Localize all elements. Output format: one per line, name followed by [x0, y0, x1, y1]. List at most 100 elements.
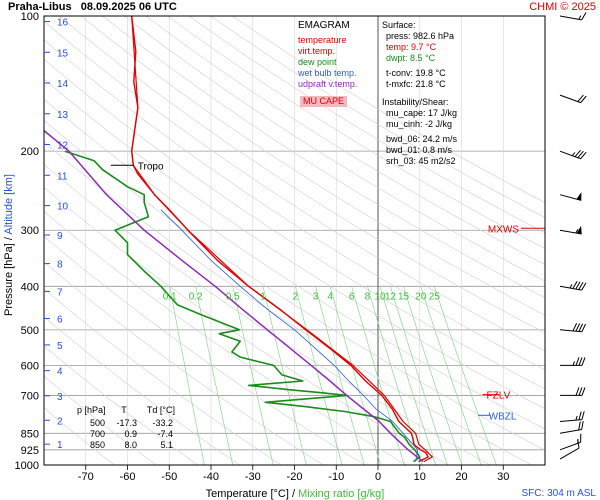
dry-adiabat [44, 345, 198, 465]
wind-barb-full [581, 387, 586, 396]
surface-dwpt: dwpt: 8.5 °C [386, 53, 436, 63]
surface-tconv: t-conv: 19.8 °C [386, 68, 446, 78]
altitude-tick-label: 2 [57, 416, 63, 427]
bwd01-value: bwd_01: 0.8 m/s [386, 145, 453, 155]
mixing-ratio-label: 12 [385, 291, 397, 302]
mixing-ratio-label: 8 [365, 291, 371, 302]
altitude-tick-label: 15 [57, 48, 69, 59]
bwd06-value: bwd_06: 24.2 m/s [386, 134, 458, 144]
wind-barb-staff [559, 150, 581, 160]
temperature-tick-label: -40 [203, 471, 219, 483]
wind-barb-full [575, 323, 581, 332]
dry-adiabat [44, 58, 545, 390]
mixing-ratio-line [367, 286, 423, 465]
altitude-tick-label: 14 [57, 79, 69, 90]
profile-series [44, 16, 433, 463]
temperature-tick-label: 10 [414, 471, 426, 483]
pressure-tick-label: 300 [21, 225, 39, 237]
wind-barb-full [572, 280, 578, 289]
legend-item-dew-point: dew point [298, 57, 337, 67]
altitude-tick-label: 3 [57, 392, 63, 403]
wind-barb-full [578, 281, 584, 290]
dry-adiabat [44, 78, 545, 410]
wind-barb-full [580, 95, 587, 103]
wind-barb-full [581, 411, 585, 420]
pressure-tick-label: 600 [21, 360, 39, 372]
wind-barb-staff [559, 285, 582, 291]
mixing-ratio-label: 4 [327, 291, 333, 302]
dry-adiabat [44, 187, 449, 465]
dry-adiabat [124, 16, 545, 282]
dry-adiabat [80, 16, 545, 316]
table-row: 850 8.0 5.1 [77, 440, 175, 451]
series-line-wet-bulb-temp [160, 209, 419, 462]
mixing-ratio-label: 1 [260, 291, 266, 302]
wind-barb-half [577, 439, 579, 444]
annotations: Tropo MXWS FZLV WBZL [110, 161, 545, 422]
cell-p: 700 [89, 429, 105, 439]
mixing-ratio-line [195, 286, 234, 465]
wind-barb-full [581, 12, 587, 21]
altitude-tick-label: 7 [57, 287, 63, 298]
legend-item-wet-bulb: wet bulb temp. [298, 68, 357, 78]
instability-title: Instability/Shear: [382, 97, 449, 107]
pressure-tick-label: 500 [21, 325, 39, 337]
wind-barb-staff [559, 441, 581, 451]
mixing-ratio-line [329, 286, 381, 465]
wind-barb-full [578, 411, 582, 420]
wind-barb-full [575, 387, 580, 396]
mixing-ratio-label: 3 [313, 291, 319, 302]
mixing-ratio-label: 15 [398, 291, 410, 302]
wind-barb-pennant [576, 225, 582, 235]
temperature-tick-label: -20 [287, 471, 303, 483]
wind-barb-full [575, 281, 581, 290]
wind-barb [559, 12, 587, 21]
mixing-ratio-label: 0.5 [226, 291, 240, 302]
wind-barb [560, 357, 586, 366]
mixing-ratio-label: 20 [415, 291, 427, 302]
credit-label: CHMI © 2025 [529, 1, 596, 13]
altitude-tick-label: 4 [57, 367, 63, 378]
table-row: 700 0.9 -7.4 [77, 429, 175, 440]
temperature-tick-label: 0 [375, 471, 381, 483]
dry-adiabat [210, 16, 545, 218]
mixing-ratio-label: 10 [374, 291, 386, 302]
wind-barb [559, 280, 587, 291]
mxws-label: MXWS [488, 224, 519, 235]
pressure-tick-label: 1000 [15, 460, 39, 472]
dry-adiabats [44, 16, 545, 465]
wind-barb-staff [559, 419, 582, 422]
level-table: p [hPa] T Td [°C] 500 -17.3 -33.2 700 0.9 -7.4… [77, 405, 175, 451]
mixing-ratio-label: 0.1 [163, 291, 177, 302]
wind-barb-staff [559, 94, 581, 104]
x-axis-label-temperature: Temperature [°C] [206, 488, 292, 500]
wind-barb-pennant [576, 192, 582, 201]
mixing-ratio-label: 2 [293, 291, 299, 302]
srh03-value: srh_03: 45 m2/s2 [386, 156, 456, 166]
level-table-col-t: T [121, 405, 127, 415]
temperature-tick-label: -10 [328, 471, 344, 483]
sfc-height-label: SFC: 304 m ASL [522, 488, 597, 499]
dry-adiabat [232, 16, 545, 203]
wind-barb-full [577, 94, 584, 102]
wind-barb-full [572, 323, 578, 332]
altitude-tick-label: 5 [57, 341, 63, 352]
wind-barb-full [580, 433, 582, 443]
legend-item-updraft: udpraft v.temp. [298, 79, 358, 89]
legend-item-temperature: temperature [298, 35, 347, 45]
wind-barb [559, 433, 582, 451]
level-table-col-td: Td [°C] [146, 405, 175, 415]
cell-t: -17.3 [116, 418, 137, 428]
wind-barb-full [578, 421, 581, 431]
mixing-ratio-line [295, 286, 343, 465]
pressure-tick-label: 925 [21, 445, 39, 457]
wind-barb-full [578, 323, 584, 332]
wind-barb-staff [559, 15, 582, 21]
table-row: 500 -17.3 -33.2 [77, 418, 175, 429]
dry-adiabat [188, 16, 545, 234]
wind-barb [559, 420, 584, 434]
legend-title: EMAGRAM [298, 20, 350, 31]
wind-barb-half [572, 361, 575, 366]
mixing-ratio-label: 25 [429, 291, 441, 302]
